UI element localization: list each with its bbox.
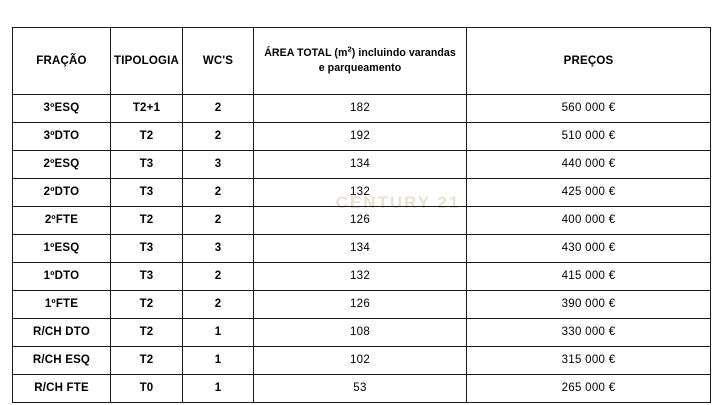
- area-header-part1: ÁREA TOTAL (m: [264, 46, 348, 59]
- cell-preco: 315 000 €: [466, 346, 711, 375]
- table-row: 3ºESQ T2+1 2 182 560 000 €: [12, 94, 711, 123]
- cell-wcs: 2: [182, 94, 254, 123]
- cell-tipologia: T2: [110, 122, 183, 151]
- column-header-area-total: ÁREA TOTAL (m2) incluindo varandas e par…: [253, 27, 467, 95]
- cell-tipologia: T3: [110, 262, 183, 291]
- table-row: 2ºESQ T3 3 134 440 000 €: [12, 150, 711, 179]
- column-header-fracao: FRAÇÃO: [12, 27, 111, 95]
- price-table: FRAÇÃO TIPOLOGIA WC'S ÁREA TOTAL (m2) in…: [12, 27, 711, 403]
- cell-wcs: 2: [182, 290, 254, 319]
- cell-area-total: 53: [253, 374, 467, 403]
- table-row: 1ºFTE T2 2 126 390 000 €: [12, 290, 711, 319]
- cell-wcs: 2: [182, 262, 254, 291]
- cell-preco: 560 000 €: [466, 94, 711, 123]
- cell-area-total: 108: [253, 318, 467, 347]
- cell-area-total: 102: [253, 346, 467, 375]
- cell-preco: 425 000 €: [466, 178, 711, 207]
- cell-area-total: 134: [253, 234, 467, 263]
- cell-preco: 265 000 €: [466, 374, 711, 403]
- cell-tipologia: T2: [110, 318, 183, 347]
- cell-preco: 400 000 €: [466, 206, 711, 235]
- table-row: 1ºESQ T3 3 134 430 000 €: [12, 234, 711, 263]
- cell-tipologia: T2: [110, 206, 183, 235]
- table-row: R/CH ESQ T2 1 102 315 000 €: [12, 346, 711, 375]
- column-header-tipologia: TIPOLOGIA: [110, 27, 183, 95]
- area-header-part2: ) incluindo varandas e: [318, 46, 456, 74]
- cell-preco: 390 000 €: [466, 290, 711, 319]
- cell-wcs: 1: [182, 318, 254, 347]
- cell-fracao: 2ºESQ: [12, 150, 111, 179]
- cell-fracao: R/CH FTE: [12, 374, 111, 403]
- cell-tipologia: T2: [110, 346, 183, 375]
- table-row: R/CH DTO T2 1 108 330 000 €: [12, 318, 711, 347]
- cell-wcs: 2: [182, 122, 254, 151]
- cell-area-total: 192: [253, 122, 467, 151]
- cell-fracao: 3ºDTO: [12, 122, 111, 151]
- cell-preco: 430 000 €: [466, 234, 711, 263]
- cell-fracao: 2ºDTO: [12, 178, 111, 207]
- cell-tipologia: T2+1: [110, 94, 183, 123]
- table-row: 2ºFTE T2 2 126 400 000 €: [12, 206, 711, 235]
- cell-area-total: 126: [253, 290, 467, 319]
- table-row: 2ºDTO T3 2 132 425 000 €: [12, 178, 711, 207]
- cell-tipologia: T0: [110, 374, 183, 403]
- column-header-wcs: WC'S: [182, 27, 254, 95]
- cell-wcs: 1: [182, 374, 254, 403]
- table-row: 1ºDTO T3 2 132 415 000 €: [12, 262, 711, 291]
- cell-tipologia: T3: [110, 178, 183, 207]
- cell-wcs: 3: [182, 234, 254, 263]
- cell-area-total: 132: [253, 178, 467, 207]
- cell-tipologia: T2: [110, 290, 183, 319]
- area-header-superscript: 2: [347, 44, 352, 54]
- cell-fracao: R/CH DTO: [12, 318, 111, 347]
- table-row: R/CH FTE T0 1 53 265 000 €: [12, 374, 711, 403]
- cell-wcs: 1: [182, 346, 254, 375]
- cell-fracao: 3ºESQ: [12, 94, 111, 123]
- cell-wcs: 2: [182, 206, 254, 235]
- cell-preco: 415 000 €: [466, 262, 711, 291]
- cell-area-total: 182: [253, 94, 467, 123]
- cell-tipologia: T3: [110, 150, 183, 179]
- cell-wcs: 3: [182, 150, 254, 179]
- cell-fracao: 1ºFTE: [12, 290, 111, 319]
- cell-fracao: R/CH ESQ: [12, 346, 111, 375]
- cell-wcs: 2: [182, 178, 254, 207]
- cell-area-total: 134: [253, 150, 467, 179]
- table-header: FRAÇÃO TIPOLOGIA WC'S ÁREA TOTAL (m2) in…: [12, 27, 711, 95]
- area-header-line2: parqueamento: [327, 62, 402, 74]
- price-table-container: FRAÇÃO TIPOLOGIA WC'S ÁREA TOTAL (m2) in…: [12, 27, 711, 403]
- cell-fracao: 2ºFTE: [12, 206, 111, 235]
- column-header-precos: PREÇOS: [466, 27, 711, 95]
- cell-tipologia: T3: [110, 234, 183, 263]
- table-row: 3ºDTO T2 2 192 510 000 €: [12, 122, 711, 151]
- header-row: FRAÇÃO TIPOLOGIA WC'S ÁREA TOTAL (m2) in…: [12, 27, 711, 95]
- cell-fracao: 1ºDTO: [12, 262, 111, 291]
- table-body: 3ºESQ T2+1 2 182 560 000 €3ºDTO T2 2 192 510 000…: [12, 94, 711, 403]
- cell-area-total: 126: [253, 206, 467, 235]
- cell-area-total: 132: [253, 262, 467, 291]
- cell-preco: 440 000 €: [466, 150, 711, 179]
- cell-preco: 330 000 €: [466, 318, 711, 347]
- cell-fracao: 1ºESQ: [12, 234, 111, 263]
- cell-preco: 510 000 €: [466, 122, 711, 151]
